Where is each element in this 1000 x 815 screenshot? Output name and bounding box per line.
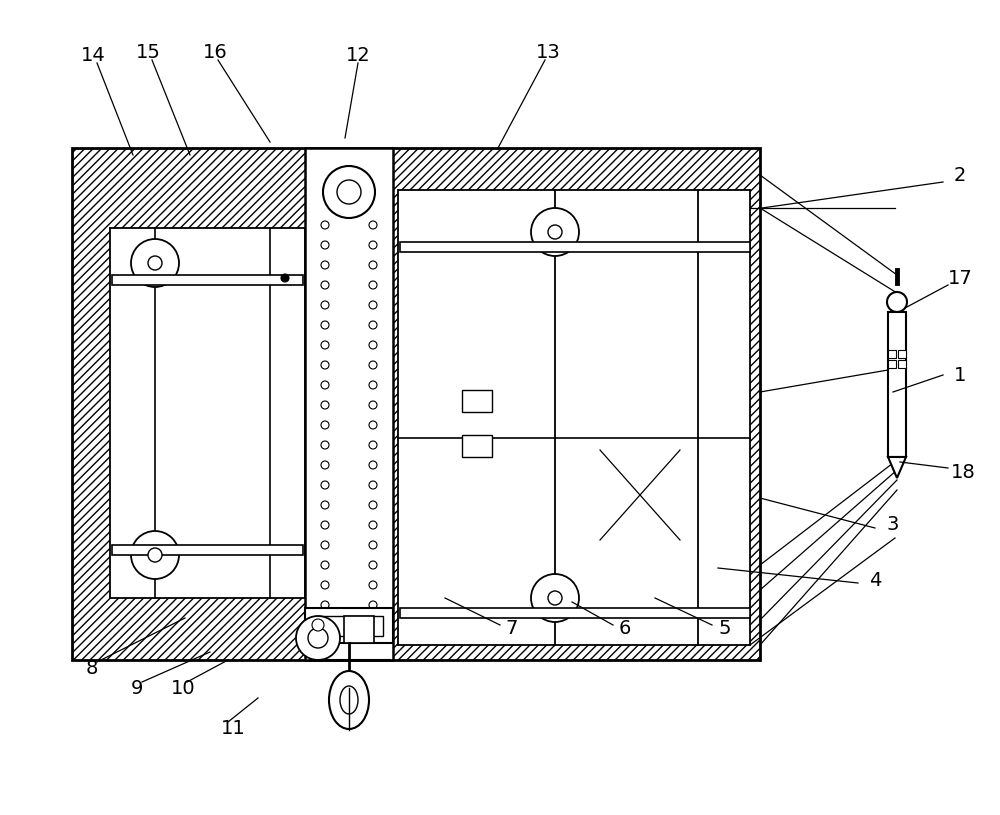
Circle shape xyxy=(369,261,377,269)
Circle shape xyxy=(369,601,377,609)
Text: 17: 17 xyxy=(948,268,972,288)
Text: 18: 18 xyxy=(951,462,975,482)
Circle shape xyxy=(308,628,328,648)
Circle shape xyxy=(369,621,377,629)
Circle shape xyxy=(131,239,179,287)
Circle shape xyxy=(369,541,377,549)
Ellipse shape xyxy=(340,686,358,714)
Text: 13: 13 xyxy=(536,42,560,61)
Bar xyxy=(110,228,305,598)
Circle shape xyxy=(531,208,579,256)
Circle shape xyxy=(131,531,179,579)
Text: 5: 5 xyxy=(719,619,731,637)
Circle shape xyxy=(369,281,377,289)
Circle shape xyxy=(321,421,329,429)
Circle shape xyxy=(369,421,377,429)
Circle shape xyxy=(369,481,377,489)
Polygon shape xyxy=(888,457,906,478)
Bar xyxy=(888,312,906,457)
Circle shape xyxy=(312,619,324,631)
Circle shape xyxy=(321,601,329,609)
Circle shape xyxy=(887,292,907,312)
Circle shape xyxy=(321,561,329,569)
Text: 10: 10 xyxy=(171,679,195,698)
Circle shape xyxy=(369,401,377,409)
Circle shape xyxy=(321,461,329,469)
Bar xyxy=(400,242,750,252)
Circle shape xyxy=(321,401,329,409)
Circle shape xyxy=(321,241,329,249)
Bar xyxy=(72,148,760,660)
Text: 14: 14 xyxy=(81,46,105,64)
Bar xyxy=(888,360,896,368)
Circle shape xyxy=(369,301,377,309)
Circle shape xyxy=(369,461,377,469)
Bar xyxy=(112,275,303,285)
Text: 12: 12 xyxy=(346,46,370,64)
Circle shape xyxy=(369,241,377,249)
Bar xyxy=(898,350,906,358)
Circle shape xyxy=(369,521,377,529)
Circle shape xyxy=(321,221,329,229)
Circle shape xyxy=(531,574,579,622)
Text: 4: 4 xyxy=(869,570,881,589)
Text: 3: 3 xyxy=(887,516,899,535)
Circle shape xyxy=(548,225,562,239)
Ellipse shape xyxy=(329,671,369,729)
Circle shape xyxy=(281,274,289,282)
Circle shape xyxy=(321,481,329,489)
Bar xyxy=(462,435,492,457)
Circle shape xyxy=(321,581,329,589)
Circle shape xyxy=(369,321,377,329)
Bar xyxy=(305,148,393,660)
Circle shape xyxy=(369,341,377,349)
Circle shape xyxy=(369,221,377,229)
Bar xyxy=(305,608,393,643)
Text: 6: 6 xyxy=(619,619,631,637)
Bar xyxy=(400,608,750,618)
Circle shape xyxy=(321,441,329,449)
Bar xyxy=(898,360,906,368)
Text: 16: 16 xyxy=(203,42,227,61)
Circle shape xyxy=(148,256,162,270)
Circle shape xyxy=(321,381,329,389)
Text: 1: 1 xyxy=(954,365,966,385)
Circle shape xyxy=(321,541,329,549)
Circle shape xyxy=(548,591,562,605)
Circle shape xyxy=(369,381,377,389)
Text: 11: 11 xyxy=(221,719,245,738)
Circle shape xyxy=(321,301,329,309)
Circle shape xyxy=(321,501,329,509)
Text: 9: 9 xyxy=(131,679,143,698)
Circle shape xyxy=(369,561,377,569)
Circle shape xyxy=(148,548,162,562)
Bar xyxy=(344,616,374,643)
Bar xyxy=(112,545,303,555)
Circle shape xyxy=(369,581,377,589)
Circle shape xyxy=(321,341,329,349)
Circle shape xyxy=(369,361,377,369)
Circle shape xyxy=(337,180,361,204)
Circle shape xyxy=(296,616,340,660)
Text: 2: 2 xyxy=(954,165,966,184)
Text: 8: 8 xyxy=(86,659,98,677)
Bar xyxy=(462,390,492,412)
Bar xyxy=(315,616,383,636)
Text: 15: 15 xyxy=(136,42,160,61)
Circle shape xyxy=(369,501,377,509)
Circle shape xyxy=(321,621,329,629)
Circle shape xyxy=(321,361,329,369)
Text: 7: 7 xyxy=(506,619,518,637)
Circle shape xyxy=(321,321,329,329)
Circle shape xyxy=(321,281,329,289)
Circle shape xyxy=(323,166,375,218)
Circle shape xyxy=(321,521,329,529)
Bar xyxy=(398,190,750,645)
Circle shape xyxy=(321,261,329,269)
Bar xyxy=(888,350,896,358)
Circle shape xyxy=(369,441,377,449)
